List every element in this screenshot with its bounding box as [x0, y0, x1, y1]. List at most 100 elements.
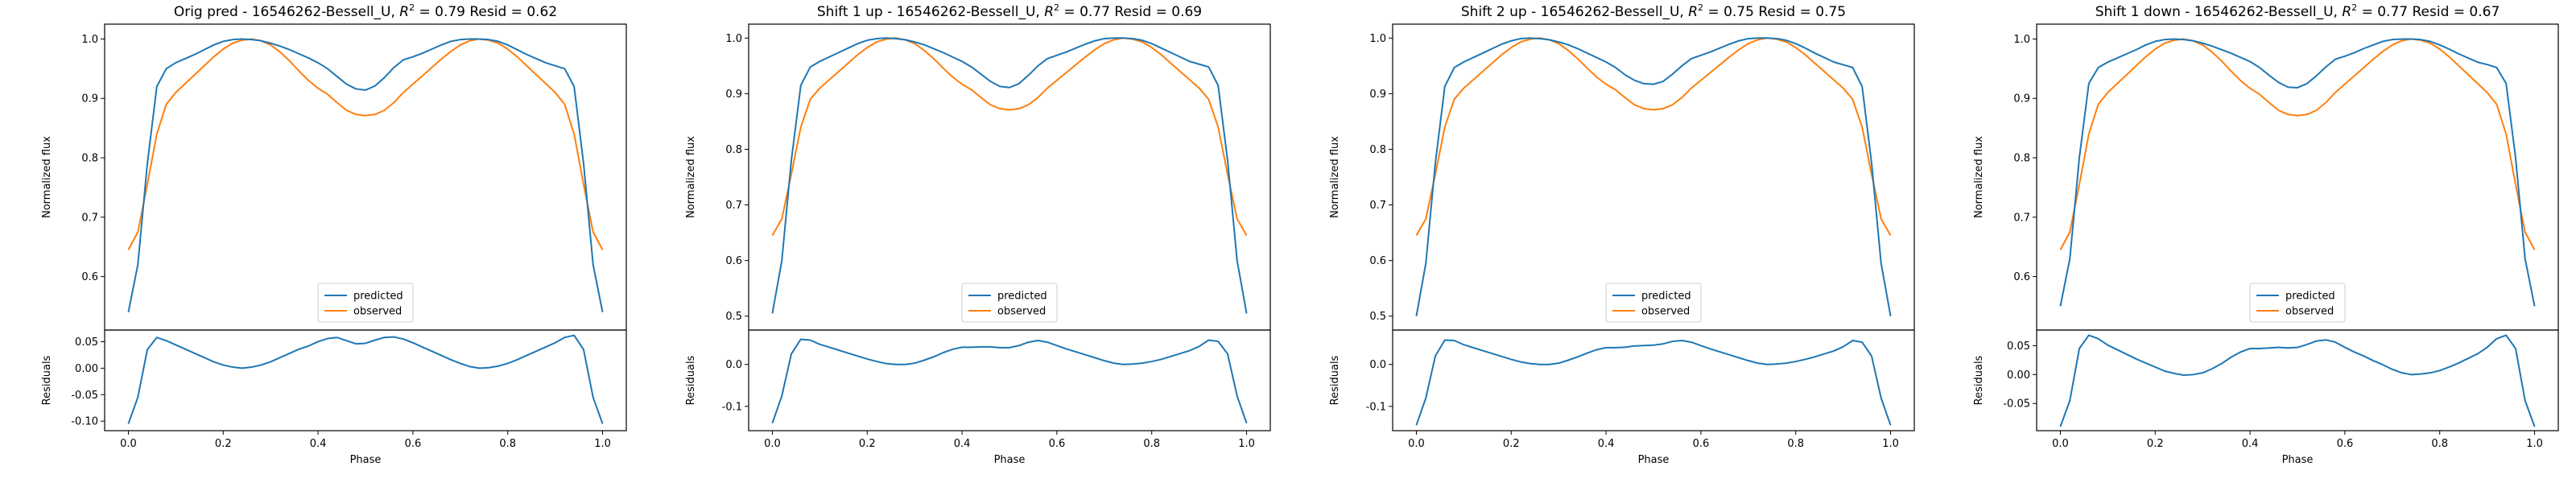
x-tick-label: 0.2 [215, 438, 232, 450]
x-axis-label: Phase [1638, 454, 1670, 466]
residual-y-axis-label: Residuals [41, 355, 53, 405]
series-line-predicted [2059, 38, 2536, 307]
residual-line [127, 334, 604, 424]
x-tick-label: 1.0 [2526, 438, 2543, 450]
legend-label-observed: observed [2285, 306, 2334, 318]
title-symbol: R [1688, 4, 1698, 20]
legend-label-observed: observed [353, 306, 402, 318]
title-prefix: Shift 1 up - 16546262-Bessell_U, [817, 4, 1044, 20]
chart-panel-1: Orig pred - 16546262-Bessell_U, R2 = 0.7… [41, 2, 627, 466]
res-y-tick-label: 0.00 [2007, 369, 2030, 382]
x-tick-label: 0.6 [1049, 438, 1066, 450]
legend-label-predicted: predicted [353, 291, 403, 303]
res-y-tick-label: -0.1 [1366, 401, 1386, 413]
y-tick-label: 0.8 [725, 144, 742, 156]
y-tick-label: 0.8 [81, 153, 98, 165]
x-tick-label: 0.2 [1503, 438, 1520, 450]
x-axis-label: Phase [2282, 454, 2314, 466]
series-line-predicted [771, 37, 1248, 314]
series-line-observed [127, 38, 604, 250]
title-suffix: = 0.75 Resid = 0.75 [1703, 4, 1846, 20]
legend-label-observed: observed [1641, 306, 1690, 318]
res-y-tick-label: 0.05 [2007, 341, 2030, 353]
series-line-observed [771, 37, 1248, 237]
x-tick-label: 0.8 [2431, 438, 2448, 450]
residual-line [2059, 334, 2536, 427]
residual-line [1415, 339, 1892, 426]
title-superscript: 2 [2351, 2, 2357, 13]
legend-label-predicted: predicted [2285, 291, 2335, 303]
legend-label-predicted: predicted [997, 291, 1047, 303]
y-tick-label: 0.6 [2013, 271, 2030, 283]
x-tick-label: 0.0 [1408, 438, 1425, 450]
x-tick-label: 0.8 [499, 438, 516, 450]
residual-y-axis-label: Residuals [1973, 355, 1985, 405]
x-axis-label: Phase [994, 454, 1026, 466]
y-tick-label: 0.9 [725, 89, 742, 101]
residual-y-axis-label: Residuals [1329, 355, 1341, 405]
x-tick-label: 0.4 [1598, 438, 1615, 450]
x-tick-label: 0.6 [1693, 438, 1710, 450]
y-tick-label: 0.9 [1369, 89, 1386, 101]
y-tick-label: 0.6 [81, 271, 98, 283]
y-tick-label: 0.8 [2013, 153, 2030, 165]
title-suffix: = 0.79 Resid = 0.62 [415, 4, 557, 20]
title-superscript: 2 [1054, 2, 1059, 13]
res-y-tick-label: -0.05 [71, 390, 98, 402]
chart-title: Shift 1 down - 16546262-Bessell_U, R2 = … [2095, 2, 2500, 20]
series-line-observed [1415, 37, 1892, 237]
title-prefix: Shift 1 down - 16546262-Bessell_U, [2095, 4, 2343, 20]
legend-label-observed: observed [997, 306, 1046, 318]
x-tick-label: 0.2 [2147, 438, 2164, 450]
residual-axes-frame [2036, 329, 2559, 431]
chart-title: Shift 1 up - 16546262-Bessell_U, R2 = 0.… [817, 2, 1202, 20]
legend-box [961, 283, 1058, 323]
res-y-tick-label: 0.00 [75, 363, 98, 375]
x-tick-label: 0.8 [1787, 438, 1804, 450]
res-y-tick-label: 0.0 [725, 359, 742, 371]
chart-panel-3: Shift 2 up - 16546262-Bessell_U, R2 = 0.… [1329, 2, 1915, 466]
residual-axes-frame [1392, 329, 1915, 431]
x-tick-label: 0.6 [405, 438, 422, 450]
y-tick-label: 1.0 [725, 33, 742, 45]
res-y-tick-label: -0.10 [71, 416, 98, 428]
chart-title: Shift 2 up - 16546262-Bessell_U, R2 = 0.… [1461, 2, 1846, 20]
y-tick-label: 0.5 [725, 311, 742, 323]
y-tick-label: 0.6 [1369, 255, 1386, 267]
chart-panel-2: Shift 1 up - 16546262-Bessell_U, R2 = 0.… [685, 2, 1271, 466]
y-tick-label: 0.8 [1369, 144, 1386, 156]
series-line-observed [2059, 38, 2536, 250]
title-symbol: R [1044, 4, 1054, 20]
title-prefix: Orig pred - 16546262-Bessell_U, [174, 4, 399, 20]
series-line-predicted [127, 38, 604, 313]
x-tick-label: 0.6 [2337, 438, 2354, 450]
y-tick-label: 1.0 [81, 34, 98, 46]
y-tick-label: 1.0 [2013, 34, 2030, 46]
residual-axes-frame [104, 329, 627, 431]
x-tick-label: 0.4 [954, 438, 971, 450]
legend-box [1605, 283, 1702, 323]
x-tick-label: 0.0 [2052, 438, 2069, 450]
y-tick-label: 1.0 [1369, 33, 1386, 45]
y-tick-label: 0.7 [725, 200, 742, 212]
y-tick-label: 0.7 [1369, 200, 1386, 212]
residual-line [771, 338, 1248, 423]
x-tick-label: 0.0 [764, 438, 781, 450]
residual-y-axis-label: Residuals [685, 355, 697, 405]
legend-box [2249, 283, 2346, 323]
title-symbol: R [2342, 4, 2351, 20]
y-axis-label: Normalized flux [1329, 136, 1341, 218]
title-suffix: = 0.77 Resid = 0.67 [2357, 4, 2500, 20]
x-tick-label: 0.4 [310, 438, 327, 450]
title-prefix: Shift 2 up - 16546262-Bessell_U, [1461, 4, 1688, 20]
series-line-predicted [1415, 37, 1892, 316]
res-y-tick-label: -0.1 [722, 401, 742, 413]
x-tick-label: 1.0 [594, 438, 611, 450]
y-tick-label: 0.5 [1369, 311, 1386, 323]
y-tick-label: 0.9 [81, 93, 98, 105]
y-tick-label: 0.7 [2013, 212, 2030, 224]
x-tick-label: 1.0 [1238, 438, 1255, 450]
y-tick-label: 0.7 [81, 212, 98, 224]
title-symbol: R [399, 4, 409, 20]
